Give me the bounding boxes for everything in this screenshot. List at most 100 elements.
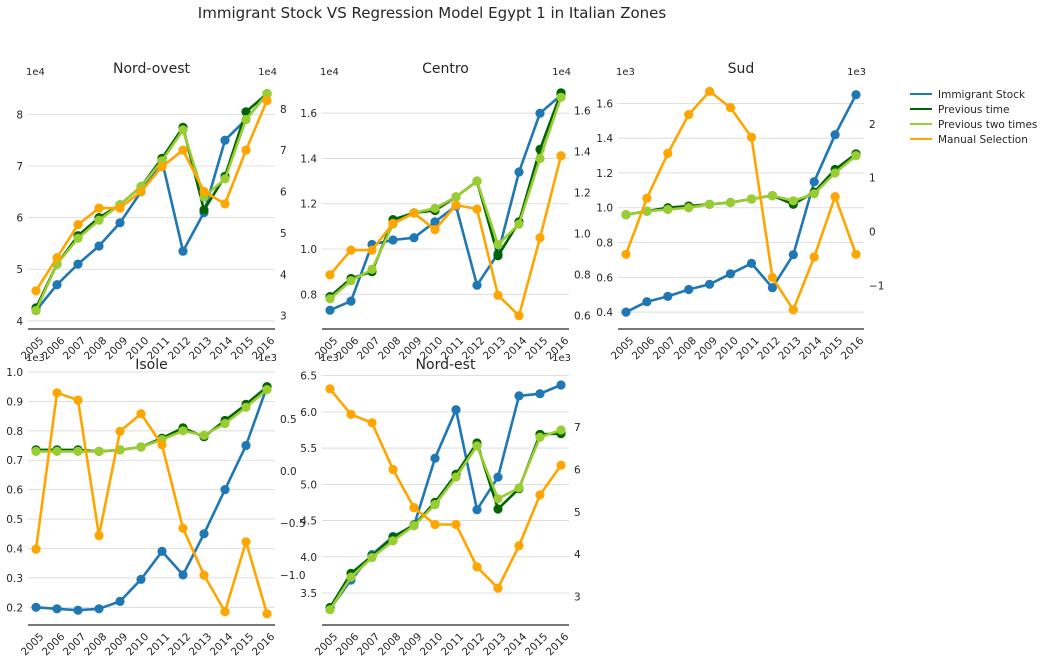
data-point xyxy=(73,395,83,405)
x-tick-label: 2009 xyxy=(103,335,130,362)
series-line xyxy=(328,428,562,611)
data-point xyxy=(809,177,819,187)
x-tick-label: 2007 xyxy=(61,335,88,362)
data-point xyxy=(409,503,419,513)
data-point xyxy=(220,199,230,209)
series-line xyxy=(34,391,269,615)
left-tick-label: 0.4 xyxy=(596,307,613,319)
right-multiplier: 1e4 xyxy=(258,67,277,78)
data-point xyxy=(493,251,503,261)
x-tick-label: 2013 xyxy=(481,335,508,362)
left-tick-label: 1.2 xyxy=(300,199,317,211)
data-point xyxy=(514,167,524,177)
x-tick-label: 2010 xyxy=(418,631,445,658)
data-point xyxy=(52,280,62,290)
x-tick-label: 2006 xyxy=(630,335,658,363)
data-point xyxy=(199,430,209,440)
data-point xyxy=(325,305,335,315)
right-tick-label: 7 xyxy=(280,145,287,157)
data-point xyxy=(642,206,652,216)
data-point xyxy=(535,108,545,118)
x-tick-label: 2015 xyxy=(523,631,550,658)
series-immigrant-stock xyxy=(31,382,272,615)
data-point xyxy=(73,220,83,230)
data-point xyxy=(94,446,104,456)
series-immigrant-stock xyxy=(325,380,566,614)
data-point xyxy=(430,453,440,463)
data-point xyxy=(325,605,335,615)
series-line xyxy=(624,90,858,312)
data-point xyxy=(241,145,251,155)
data-point xyxy=(52,604,62,614)
data-point xyxy=(94,241,104,251)
data-point xyxy=(451,192,461,202)
data-point xyxy=(94,530,104,541)
panel-1: Centro 0.8 1.0 1.2 1.4 1.6 0.6 0.8 1.0 1.2 1.4 1.6 1… xyxy=(300,61,591,362)
data-point xyxy=(73,605,83,615)
x-tick-label: 2014 xyxy=(797,335,825,363)
panel-3: Isole 0.2 0.3 0.4 0.5 0.6 0.7 0.8 0.9 1.0 −1.0 −0.5… xyxy=(6,353,305,658)
data-point xyxy=(220,418,230,429)
x-tick-label: 2016 xyxy=(839,335,867,363)
data-point xyxy=(493,494,503,504)
right-tick-label: 3 xyxy=(574,592,581,604)
series-line xyxy=(34,99,269,292)
x-tick-label: 2014 xyxy=(502,631,530,658)
data-point xyxy=(262,89,272,99)
data-point xyxy=(830,168,840,178)
x-tick-label: 2014 xyxy=(208,335,236,363)
data-point xyxy=(451,519,461,530)
data-point xyxy=(220,607,230,617)
series-line xyxy=(34,92,269,312)
data-point xyxy=(535,233,545,243)
data-point xyxy=(830,192,840,202)
series-manual-selection xyxy=(31,388,272,619)
right-tick-label: 6 xyxy=(574,464,581,476)
data-point xyxy=(472,280,482,290)
data-point xyxy=(388,235,398,245)
data-point xyxy=(115,596,125,607)
data-point xyxy=(851,151,861,161)
left-tick-label: 0.8 xyxy=(300,289,317,301)
left-tick-label: 1.0 xyxy=(300,244,317,256)
left-multiplier: 1e3 xyxy=(616,67,635,78)
data-point xyxy=(725,269,736,279)
data-point xyxy=(642,297,652,307)
right-tick-label: 7 xyxy=(574,422,581,434)
x-tick-label: 2006 xyxy=(334,631,362,658)
series-previous-two-times xyxy=(325,425,566,615)
left-tick-label: 1.0 xyxy=(6,367,23,379)
right-multiplier: 1e3 xyxy=(258,353,277,364)
data-point xyxy=(31,544,41,554)
left-tick-label: 1.2 xyxy=(596,168,613,180)
x-tick-label: 2015 xyxy=(523,335,550,362)
data-point xyxy=(472,562,482,572)
data-point xyxy=(535,153,545,164)
data-point xyxy=(178,145,188,155)
data-point xyxy=(136,574,146,585)
left-tick-label: 4.5 xyxy=(300,516,317,528)
data-point xyxy=(73,233,83,243)
right-tick-label: 0.5 xyxy=(280,414,297,426)
x-tick-label: 2015 xyxy=(229,335,256,362)
data-point xyxy=(136,442,146,452)
panel-4: Nord-est 3.5 4.0 4.5 5.0 5.5 6.0 6.5 3 4 5 6 7 1e3 1e3… xyxy=(300,353,581,658)
data-point xyxy=(684,284,694,295)
series-immigrant-stock xyxy=(621,90,861,317)
data-point xyxy=(663,291,673,301)
right-tick-label: −0.5 xyxy=(280,518,306,530)
x-tick-label: 2009 xyxy=(397,631,424,658)
data-point xyxy=(409,208,419,218)
panel-title: Nord-est xyxy=(416,357,476,373)
left-tick-label: 0.3 xyxy=(6,573,23,585)
data-point xyxy=(262,95,272,106)
left-multiplier: 1e4 xyxy=(320,67,339,78)
data-point xyxy=(514,311,524,321)
data-point xyxy=(346,276,356,286)
x-tick-label: 2012 xyxy=(166,631,193,658)
left-tick-label: 0.9 xyxy=(6,396,23,408)
left-tick-label: 5 xyxy=(16,264,23,276)
data-point xyxy=(663,204,673,215)
